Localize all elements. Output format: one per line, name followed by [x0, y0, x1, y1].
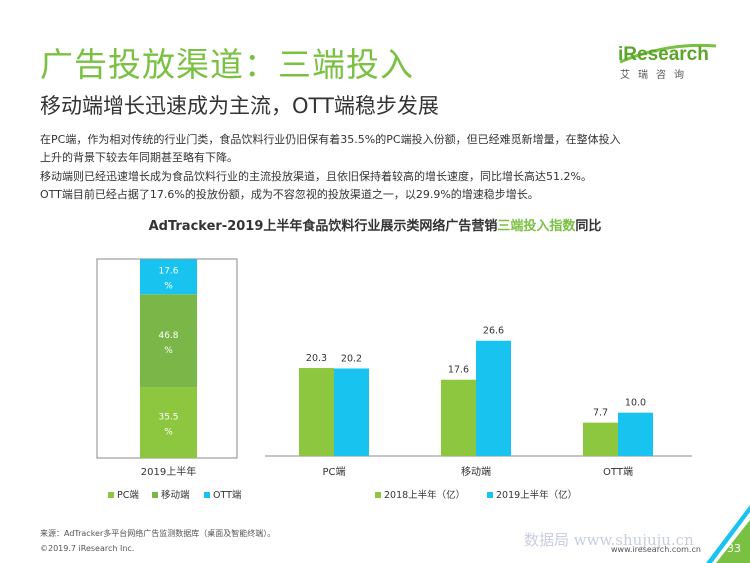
bar: [476, 340, 511, 456]
paragraph-2: 上升的背景下较去年同期甚至略有下降。: [40, 151, 238, 164]
bar: [618, 412, 653, 456]
bar: [299, 368, 334, 456]
stack-value-unit: %: [164, 346, 173, 356]
logo-word: iResearch: [618, 44, 709, 65]
category-label: OTT端: [603, 465, 633, 478]
paragraph-1: 在PC端，作为相对传统的行业门类，食品饮料行业仍旧保有着35.5%的PC端投入份…: [40, 133, 621, 146]
logo-tagline: 艾瑞咨询: [620, 70, 692, 81]
website: www.iresearch.com.cn: [611, 545, 701, 554]
stack-segment: [140, 387, 197, 458]
page-number: 33: [727, 542, 741, 555]
chart-title-prefix: AdTracker-2019上半年食品饮料行业展示类网络广告营销: [148, 219, 498, 234]
page-title: 广告投放渠道：三端投入: [40, 45, 414, 84]
legend-swatch: [152, 492, 158, 498]
legend-swatch: [375, 492, 381, 498]
legend-label: 移动端: [161, 489, 190, 501]
chart-title: AdTracker-2019上半年食品饮料行业展示类网络广告营销三端投入指数同比: [0, 215, 750, 234]
stack-segment: [140, 259, 197, 295]
iresearch-logo: iResearch 艾瑞咨询: [618, 38, 718, 84]
legend-label: OTT端: [213, 489, 242, 501]
paragraph-3: 移动端则已经迅速增长成为食品饮料行业的主流投放渠道，且依旧保持着较高的增长速度，…: [40, 170, 592, 183]
stack-value-label: 46.8: [158, 331, 178, 341]
bar-value-label: 17.6: [448, 365, 469, 376]
bar-value-label: 20.2: [341, 353, 362, 364]
bar-value-label: 10.0: [625, 398, 646, 409]
legend-label: 2018上半年（亿）: [384, 489, 465, 501]
legend-swatch: [108, 492, 114, 498]
bar-value-label: 26.6: [483, 326, 504, 337]
bar: [441, 379, 476, 456]
paragraph-4: OTT端目前已经占据了17.6%的投放份额，成为不容忽视的投放渠道之一，以29.…: [40, 188, 539, 201]
stack-value-label: 35.5: [158, 413, 178, 423]
bar-value-label: 7.7: [593, 408, 608, 419]
legend-swatch: [204, 492, 210, 498]
stack-value-unit: %: [164, 428, 173, 438]
category-label: 移动端: [461, 465, 491, 478]
logo-swoosh-icon: [619, 43, 717, 64]
bar-value-label: 20.3: [306, 353, 327, 364]
category-label: PC端: [322, 465, 345, 478]
stack-value-label: 17.6: [158, 267, 178, 277]
stack-segment: [140, 294, 197, 388]
source-note: 来源：AdTracker多平台网络广告监测数据库（桌面及智能终端）。: [40, 529, 276, 538]
copyright: ©2019.7 iResearch Inc.: [40, 544, 135, 553]
chart-title-suffix: 同比: [575, 219, 602, 234]
stack-value-unit: %: [164, 282, 173, 292]
chart-title-highlight: 三端投入指数: [497, 219, 576, 234]
legend-swatch: [487, 492, 493, 498]
bar: [583, 422, 618, 456]
stack-category-label: 2019上半年: [141, 465, 196, 478]
legend-label: 2019上半年（亿）: [496, 489, 577, 501]
page-subtitle: 移动端增长迅速成为主流，OTT端稳步发展: [40, 94, 439, 118]
watermark: 数据局 www.shujuju.cn: [524, 531, 694, 549]
legend-label: PC端: [117, 489, 139, 501]
bar: [334, 368, 369, 456]
